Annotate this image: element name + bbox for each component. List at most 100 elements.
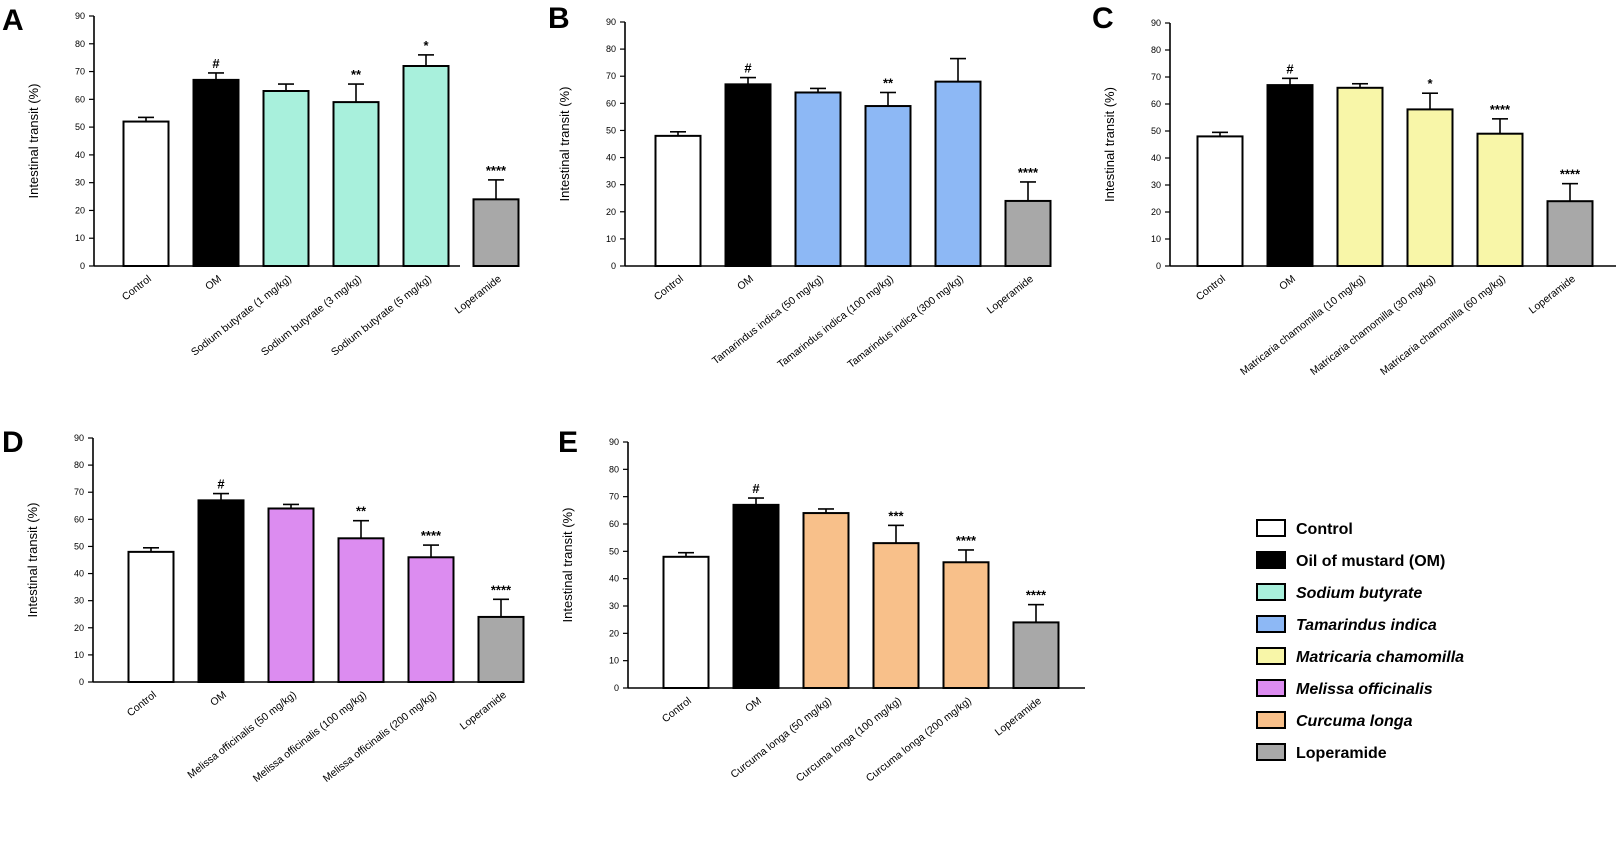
y-tick-label: 50 [1151,126,1161,136]
significance-label: **** [1018,165,1039,180]
category-label: OM [208,689,229,709]
bar [192,78,240,267]
bar [472,198,520,267]
category-label: Control [660,695,694,725]
y-tick-label: 20 [1151,207,1161,217]
legend-label: Melissa officinalis [1296,681,1433,698]
category-label: Tamarindus indica (100 mg/kg) [775,273,896,371]
y-tick-label: 70 [1151,72,1161,82]
bar [794,91,842,267]
bar [1546,200,1594,267]
bar [872,542,920,690]
category-label: Loperamide [458,689,509,733]
bar [407,556,455,683]
y-tick-label: 60 [1151,99,1161,109]
bar [864,105,912,267]
category-label: Loperamide [1527,273,1578,317]
legend-swatch [1256,647,1286,665]
y-tick-label: 80 [1151,45,1161,55]
panel-letter: E [558,426,578,459]
legend-label: Sodium butyrate [1296,585,1422,602]
legend-label: Control [1296,521,1353,538]
category-label: Melissa officinalis (100 mg/kg) [251,689,369,785]
y-tick-label: 80 [74,460,84,470]
significance-label: # [212,56,220,71]
bar [122,120,170,267]
legend-label: Tamarindus indica [1296,617,1437,634]
category-label: Loperamide [985,273,1036,317]
category-label: OM [203,273,224,293]
panel-letter: A [2,4,24,37]
bar [662,555,710,689]
bar [1012,621,1060,690]
y-tick-label: 70 [75,67,85,77]
bar [402,65,450,267]
category-label: Loperamide [993,695,1044,739]
chart-panel-c: C 0 10 20 30 40 50 60 70 80 90 Intestinal transit (… [1092,2,1616,378]
y-tick-label: 90 [74,433,84,443]
significance-label: **** [1560,167,1581,182]
significance-label: ** [883,75,894,90]
y-tick-label: 50 [609,546,619,556]
y-axis-label: Intestinal transit (%) [26,84,41,199]
y-tick-label: 70 [606,71,616,81]
chart-panel-d: D 0 10 20 30 40 50 60 70 80 90 Intestinal transit (… [2,426,525,785]
category-label: Control [125,689,159,719]
y-tick-label: 10 [1151,234,1161,244]
y-tick-label: 30 [609,601,619,611]
legend-label: Loperamide [1296,745,1387,762]
y-tick-label: 40 [1151,153,1161,163]
bar [332,101,380,267]
category-label: Loperamide [453,273,504,317]
y-tick-label: 10 [609,656,619,666]
y-tick-label: 20 [609,628,619,638]
bar [1266,84,1314,267]
bar [262,90,310,267]
y-tick-label: 70 [609,492,619,502]
y-tick-label: 30 [74,596,84,606]
y-tick-label: 90 [609,437,619,447]
category-label: OM [743,695,764,715]
legend-swatch [1256,711,1286,729]
y-axis-label: Intestinal transit (%) [557,87,572,202]
bar [934,80,982,268]
category-label: OM [735,273,756,293]
y-axis-label: Intestinal transit (%) [1102,87,1117,202]
y-tick-label: 40 [606,153,616,163]
legend-swatch [1256,519,1286,537]
y-tick-label: 30 [75,178,85,188]
y-tick-label: 60 [75,94,85,104]
category-label: Control [652,273,686,303]
y-axis-label: Intestinal transit (%) [560,508,575,623]
significance-label: # [217,477,225,492]
y-tick-label: 10 [74,650,84,660]
y-tick-label: 20 [75,205,85,215]
significance-label: * [1427,76,1433,91]
legend-swatch [1256,679,1286,697]
category-label: Matricaria chamomilla (60 mg/kg) [1378,273,1508,378]
y-tick-label: 70 [74,487,84,497]
y-tick-label: 20 [606,207,616,217]
y-tick-label: 40 [74,569,84,579]
significance-label: # [1286,61,1294,76]
significance-label: **** [1026,588,1047,603]
legend-swatch [1256,551,1286,569]
y-tick-label: 50 [606,125,616,135]
y-tick-label: 0 [1156,261,1161,271]
y-tick-label: 60 [606,98,616,108]
bar [732,503,780,689]
y-tick-label: 90 [75,11,85,21]
bar [1406,108,1454,268]
significance-label: **** [491,582,512,597]
legend-label: Matricaria chamomilla [1296,649,1464,666]
significance-label: ** [356,504,367,519]
y-tick-label: 0 [80,261,85,271]
legend-label: Curcuma longa [1296,713,1413,730]
y-tick-label: 20 [74,623,84,633]
y-tick-label: 50 [74,541,84,551]
y-tick-label: 0 [611,261,616,271]
category-label: OM [1277,273,1298,293]
bar [1196,135,1244,267]
y-tick-label: 40 [609,574,619,584]
y-tick-label: 30 [1151,180,1161,190]
